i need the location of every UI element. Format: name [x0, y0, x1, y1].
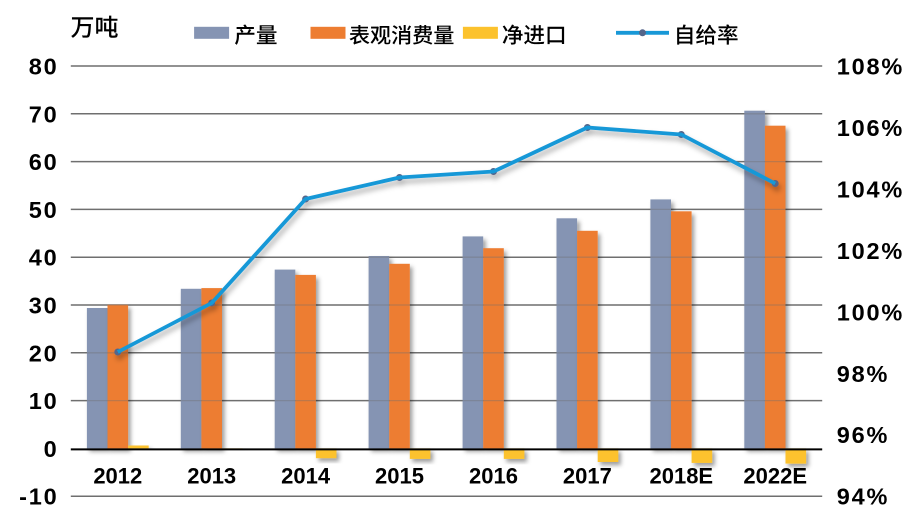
svg-text:60: 60	[29, 149, 59, 175]
svg-text:2014: 2014	[281, 463, 331, 488]
svg-text:20: 20	[29, 340, 59, 366]
svg-text:2017: 2017	[563, 463, 612, 488]
svg-text:108%: 108%	[837, 54, 904, 80]
svg-text:2022E: 2022E	[743, 463, 807, 488]
svg-text:70: 70	[29, 101, 59, 127]
svg-text:10: 10	[29, 388, 59, 414]
svg-text:2012: 2012	[93, 463, 142, 488]
svg-text:2015: 2015	[375, 463, 424, 488]
svg-text:102%: 102%	[837, 238, 904, 264]
svg-text:106%: 106%	[837, 115, 904, 141]
svg-text:2018E: 2018E	[649, 463, 713, 488]
svg-text:94%: 94%	[837, 484, 889, 510]
svg-text:2016: 2016	[469, 463, 518, 488]
svg-text:80: 80	[29, 54, 59, 80]
svg-text:98%: 98%	[837, 361, 889, 387]
svg-text:30: 30	[29, 293, 59, 319]
svg-text:96%: 96%	[837, 422, 889, 448]
svg-text:50: 50	[29, 197, 59, 223]
svg-text:2013: 2013	[187, 463, 236, 488]
svg-text:-10: -10	[19, 484, 58, 510]
svg-text:0: 0	[44, 436, 59, 462]
svg-text:40: 40	[29, 245, 59, 271]
svg-text:100%: 100%	[837, 299, 904, 325]
svg-text:104%: 104%	[837, 176, 904, 202]
